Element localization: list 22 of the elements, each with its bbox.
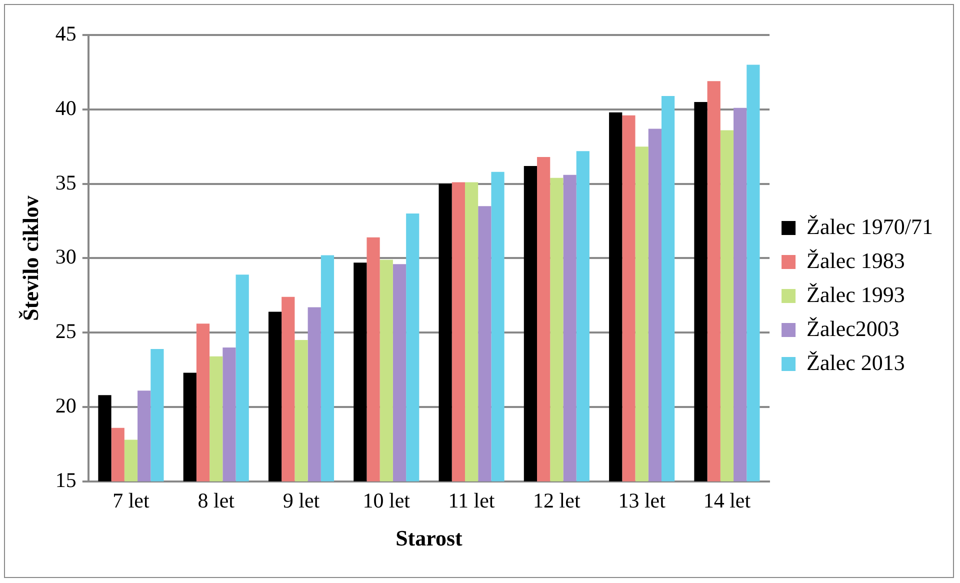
x-tick-label: 14 let xyxy=(703,488,751,513)
legend-label: Žalec2003 xyxy=(806,316,900,341)
y-tick-label: 25 xyxy=(55,319,76,344)
y-tick-label: 35 xyxy=(55,170,76,194)
y-tick-label: 40 xyxy=(55,96,76,120)
y-tick-label: 45 xyxy=(55,22,76,46)
x-tick-label: 13 let xyxy=(618,488,666,513)
legend-label: Žalec 1970/71 xyxy=(806,214,934,239)
x-tick-label: 7 let xyxy=(112,488,150,513)
x-tick-label: 12 let xyxy=(533,488,580,513)
legend-label: Žalec 1993 xyxy=(806,282,905,307)
x-axis-title: Starost xyxy=(396,525,464,550)
legend-label: Žalec 2013 xyxy=(806,350,905,375)
x-tick-label: 10 let xyxy=(362,488,410,513)
x-tick-label: 9 let xyxy=(282,488,320,513)
y-tick-label: 20 xyxy=(55,394,76,418)
legend-label: Žalec 1983 xyxy=(806,248,905,273)
y-tick-label: 30 xyxy=(55,244,76,269)
x-tick-label: 8 let xyxy=(198,488,235,513)
y-tick-label: 15 xyxy=(55,468,76,492)
y-axis-title: Število ciklov xyxy=(18,196,43,321)
x-tick-label: 11 let xyxy=(448,488,495,513)
